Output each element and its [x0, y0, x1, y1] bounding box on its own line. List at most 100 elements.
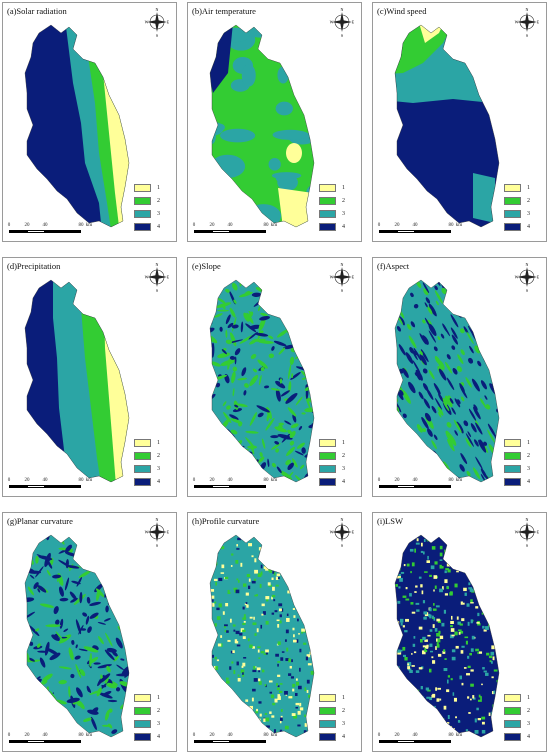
scale-segment	[212, 485, 230, 488]
legend-item: 1	[504, 437, 538, 448]
map-panel: (i)LSW N S W E 1 2 3 4 0 20 40 80 km	[372, 512, 547, 752]
legend-item: 3	[504, 718, 538, 729]
legend-label: 3	[157, 465, 160, 472]
svg-text:W: W	[145, 530, 149, 535]
scale-label: 40	[227, 733, 233, 738]
scale-label: 80	[78, 223, 84, 228]
scale-label: 20	[24, 223, 30, 228]
map-panel: (b)Air temperature N S W E 1 2 3 4 0 20 40 80 km	[187, 2, 362, 242]
legend-item: 3	[504, 208, 538, 219]
legend-swatch	[134, 464, 151, 473]
legend-label: 3	[342, 210, 345, 217]
scale-bar: 0 20 40 80 km	[8, 478, 119, 492]
legend-item: 1	[504, 692, 538, 703]
legend-label: 1	[527, 439, 530, 446]
legend-label: 1	[342, 694, 345, 701]
scale-label: 20	[24, 478, 30, 483]
legend-swatch	[134, 693, 151, 702]
svg-text:W: W	[515, 530, 519, 535]
svg-text:S: S	[526, 288, 528, 292]
legend-label: 2	[157, 197, 160, 204]
legend-label: 4	[527, 733, 530, 740]
legend-swatch	[504, 706, 521, 715]
svg-text:N: N	[156, 262, 159, 267]
legend-item: 3	[319, 208, 353, 219]
scale-segment	[230, 740, 266, 743]
legend-swatch	[504, 477, 521, 486]
legend-swatch	[134, 196, 151, 205]
scale-bar: 0 20 40 80 km	[7, 733, 119, 747]
legend-item: 1	[134, 437, 168, 448]
scale-segment	[212, 740, 230, 743]
scale-segment	[397, 485, 415, 488]
legend-item: 4	[319, 476, 353, 487]
map-panel: (e)Slope N S W E 1 2 3 4 0 20 40 80 km	[187, 257, 362, 497]
scale-label: km	[270, 478, 278, 483]
scale-label: 40	[227, 478, 233, 483]
map-panel: (a)Solar radiation N S W E 1 2 3 4 0 20 40 80 km	[2, 2, 177, 242]
scale-label: 0	[7, 733, 11, 738]
legend: 1 2 3 4	[319, 180, 353, 232]
legend-label: 4	[342, 733, 345, 740]
scale-bar: 0 20 40 80 km	[378, 478, 489, 492]
scale-segment	[45, 740, 81, 743]
svg-text:S: S	[156, 288, 158, 292]
legend-label: 3	[157, 720, 160, 727]
scale-segment	[27, 740, 45, 743]
map-panel: (f)Aspect N S W E 1 2 3 4 0 20 40 80 km	[372, 257, 547, 497]
scale-label: km	[270, 733, 278, 738]
svg-text:S: S	[156, 543, 158, 547]
scale-segment	[415, 230, 451, 233]
svg-text:W: W	[330, 275, 334, 280]
scale-label: 40	[412, 478, 418, 483]
scale-label: 40	[412, 223, 418, 228]
legend-swatch	[134, 209, 151, 218]
scale-label: 80	[263, 733, 269, 738]
map-image	[209, 24, 315, 228]
svg-text:W: W	[145, 20, 149, 25]
scale-label: km	[455, 478, 463, 483]
legend-swatch	[134, 706, 151, 715]
legend-swatch	[504, 438, 521, 447]
svg-text:S: S	[341, 288, 343, 292]
legend-swatch	[319, 464, 336, 473]
legend: 1 2 3 4	[134, 180, 168, 232]
legend-swatch	[319, 222, 336, 231]
scale-label: 80	[448, 223, 454, 228]
scale-label: 20	[209, 478, 215, 483]
scale-label: 20	[394, 478, 400, 483]
svg-text:S: S	[341, 33, 343, 37]
legend-item: 3	[319, 463, 353, 474]
legend-item: 2	[504, 705, 538, 716]
panel-title: (e)Slope	[192, 261, 221, 271]
legend-item: 3	[134, 718, 168, 729]
legend-item: 2	[504, 450, 538, 461]
svg-text:E: E	[352, 530, 355, 535]
legend-item: 3	[319, 718, 353, 729]
svg-text:N: N	[341, 262, 344, 267]
svg-text:W: W	[515, 20, 519, 25]
legend-label: 1	[342, 184, 345, 191]
north-arrow-icon: N S W E	[514, 262, 540, 293]
legend-swatch	[319, 693, 336, 702]
svg-text:S: S	[526, 33, 528, 37]
legend-item: 1	[134, 692, 168, 703]
legend-swatch	[319, 477, 336, 486]
legend-label: 4	[342, 478, 345, 485]
svg-text:N: N	[526, 7, 529, 12]
legend: 1 2 3 4	[134, 435, 168, 487]
map-panel: (d)Precipitation N S W E 1 2 3 4 0 20 40 80 km	[2, 257, 177, 497]
legend-label: 1	[157, 694, 160, 701]
legend-item: 1	[134, 182, 168, 193]
north-arrow-icon: N S W E	[329, 7, 355, 38]
legend-label: 2	[527, 452, 530, 459]
scale-label: 40	[227, 223, 233, 228]
legend-swatch	[319, 732, 336, 741]
svg-text:N: N	[526, 262, 529, 267]
scale-segment	[379, 485, 397, 488]
svg-text:E: E	[537, 275, 540, 280]
scale-label: km	[270, 223, 278, 228]
scale-segment	[379, 740, 397, 743]
legend-label: 4	[157, 733, 160, 740]
